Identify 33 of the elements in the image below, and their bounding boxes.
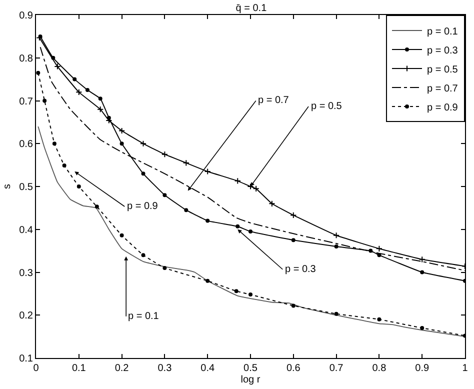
y-tick-label: 0.5 <box>19 182 34 193</box>
y-tick-label: 0.9 <box>19 10 34 22</box>
y-axis-title: s <box>2 184 14 189</box>
y-tick-label: 0.2 <box>19 310 34 322</box>
legend-label: p = 0.3 <box>427 45 458 56</box>
legend-label: p = 0.1 <box>427 26 458 38</box>
y-tick-label: 0.6 <box>19 139 34 150</box>
x-tick-label: 0 <box>33 363 40 374</box>
x-tick-label: 0.3 <box>158 363 172 374</box>
chart-title: q̄ = 0.1 <box>236 2 268 14</box>
x-tick-label: 0.8 <box>372 363 387 374</box>
y-tick-label: 0.3 <box>19 268 34 279</box>
x-tick-label: 0.5 <box>244 363 258 374</box>
annotation: p = 0.5 <box>311 101 342 112</box>
annotation: p = 0.1 <box>128 311 160 322</box>
y-tick-label: 0.8 <box>19 53 34 64</box>
y-tick-label: 0.7 <box>19 96 34 108</box>
annotation: p = 0.9 <box>127 201 158 212</box>
y-tick-label: 0.4 <box>19 224 34 236</box>
legend-label: p = 0.9 <box>427 102 458 114</box>
x-tick-label: 0.9 <box>415 363 430 374</box>
x-tick-label: 0.6 <box>286 363 301 374</box>
legend-label: p = 0.7 <box>427 83 458 94</box>
x-tick-label: 0.1 <box>72 363 86 374</box>
x-axis-title: log r <box>240 374 261 386</box>
legend-label: p = 0.5 <box>427 64 458 76</box>
annotation: p = 0.7 <box>258 95 290 106</box>
annotation: p = 0.3 <box>285 264 316 275</box>
y-tick-label: 0.1 <box>19 354 34 364</box>
x-tick-label: 1 <box>462 363 468 374</box>
x-tick-label: 0.2 <box>114 363 130 374</box>
x-tick-label: 0.4 <box>200 363 215 374</box>
x-tick-label: 0.7 <box>329 363 344 374</box>
